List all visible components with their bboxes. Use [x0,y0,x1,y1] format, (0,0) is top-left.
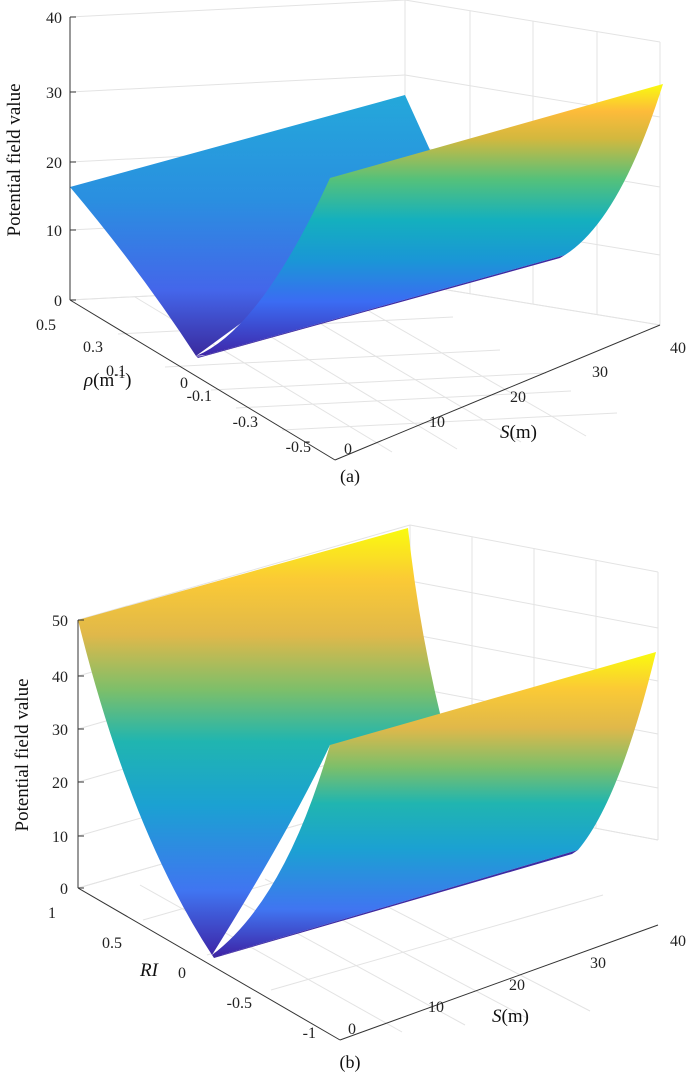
y-tick: 0.3 [83,339,103,356]
x-tick: 20 [509,977,525,994]
axes-b [77,620,659,1041]
z-tick: 10 [52,829,68,846]
caption-a: (a) [340,466,360,487]
y-tick: 0 [178,965,186,982]
y-tick: 0.5 [102,935,122,952]
x-axis-label: S(m) [500,422,537,443]
x-axis-label: S(m) [492,1006,529,1027]
axes-a [69,17,661,461]
z-tick: 20 [46,155,62,172]
z-tick: 50 [52,613,68,630]
y-axis-unit: (m [93,370,114,391]
surface-b-bottom [212,850,578,958]
x-axis-unit: (m) [510,422,537,443]
x-tick: 20 [510,389,526,406]
z-tick: 10 [46,223,62,240]
y-axis-exp: -1 [114,366,125,381]
panel-a: 40 30 20 10 0 Potential field value 0.5 … [4,0,686,487]
panel-b: 50 40 30 20 10 0 Potential field value 1… [12,524,686,1073]
z-tick: 40 [52,669,68,686]
y-tick: -0.3 [233,414,258,431]
surface-a-bottom [196,255,565,358]
x-tick: 30 [592,364,608,381]
x-tick: 10 [429,414,445,431]
x-tick: 0 [344,441,352,458]
z-tick: 30 [46,85,62,102]
z-axis-label: Potential field value [12,678,33,831]
x-axis-var: S [492,1006,502,1027]
surface-b-left [78,528,448,955]
surface-b-right [212,652,656,955]
z-tick: 40 [46,10,62,27]
x-tick: 40 [670,340,686,357]
x-tick: 0 [348,1021,356,1038]
surface-a-left [70,95,430,356]
x-tick: 30 [590,955,606,972]
y-tick: -1 [303,1025,316,1042]
z-axis-label: Potential field value [4,83,25,236]
z-tick: 0 [54,293,62,310]
y-tick: 0 [180,375,188,392]
y-tick: -0.1 [187,388,212,405]
y-axis-label: RI [139,960,160,981]
y-axis-label: ρ(m-1) [83,366,131,391]
y-tick: 0.1 [106,363,126,380]
surface-a-right [196,84,663,356]
y-tick: -0.5 [227,995,252,1012]
y-tick: 0.5 [36,317,56,334]
z-tick: 20 [52,775,68,792]
x-axis-unit: (m) [502,1006,529,1027]
x-tick: 40 [670,933,686,950]
y-axis-var: ρ [83,370,93,391]
z-tick: 0 [60,881,68,898]
caption-b: (b) [340,1052,361,1073]
y-tick: 1 [48,905,56,922]
y-axis-close: ) [125,370,131,391]
y-tick: -0.5 [286,439,311,456]
x-axis-var: S [500,422,510,443]
z-tick: 30 [52,722,68,739]
x-tick: 10 [428,999,444,1016]
